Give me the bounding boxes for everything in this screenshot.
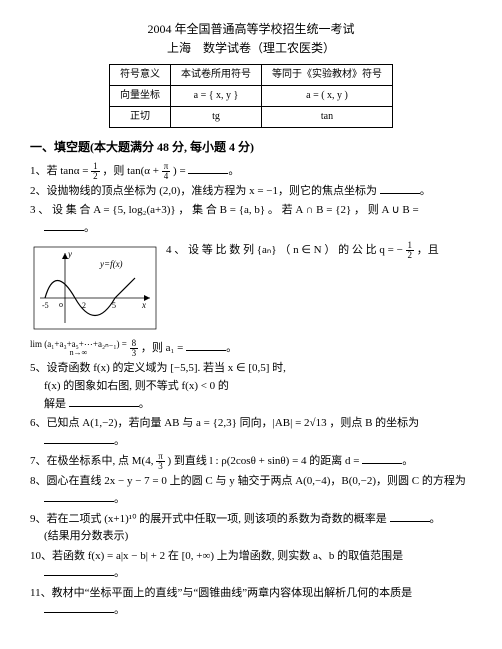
- q1-text-e: tan(α +: [127, 165, 159, 177]
- q1-blank: [188, 163, 228, 174]
- q1-text-f: ) =: [173, 165, 186, 177]
- q4-text-e: ，则 a₁ =: [141, 342, 183, 354]
- q9: 9、若在二项式 (x+1)¹⁰ 的展开式中任取一项, 则该项的系数为奇数的概率是…: [30, 511, 472, 546]
- q6-text: 6、已知点 A(1,−2)，若向量 AB 与 a = {2,3} 同向，|AB|…: [30, 417, 419, 429]
- cell-r2c2: a = { x, y }: [171, 86, 262, 107]
- q11-text: 11、教材中“坐标平面上的直线”与“圆锥曲线”两章内容体现出解析几何的本质是: [30, 587, 412, 599]
- q6: 6、已知点 A(1,−2)，若向量 AB 与 a = {2,3} 同向，|AB|…: [30, 415, 472, 450]
- q1-frac2: π4: [162, 162, 171, 181]
- cell-r3c2: tg: [171, 107, 262, 128]
- q4-frac2: 83: [130, 339, 139, 358]
- q11-blank: [44, 603, 114, 614]
- cell-r1c2: 本试卷所用符号: [171, 65, 262, 86]
- q1-text-d: ，则: [102, 165, 124, 177]
- q4: 4 、 设 等 比 数 列 {aₙ} （ n ∈ N ） 的 公 比 q = −…: [166, 241, 472, 260]
- svg-text:y=f(x): y=f(x): [99, 259, 123, 269]
- q7-frac: π3: [156, 452, 165, 471]
- q10: 10、若函数 f(x) = a|x − b| + 2 在 [0, +∞) 上为增…: [30, 548, 472, 583]
- cell-r3c3: tan: [262, 107, 393, 128]
- q7: 7、在极坐标系中, 点 M(4, π3 ) 到直线 l : ρ(2cosθ + …: [30, 452, 472, 471]
- section-1-head: 一、填空题(本大题满分 48 分, 每小题 4 分): [30, 138, 472, 157]
- function-graph: y=f(x) y x -5 2 5 o: [30, 243, 160, 333]
- q5-text-c: 解是: [44, 398, 66, 410]
- q7-text-b: ) 到直线 l : ρ(2cosθ + sinθ) = 4 的距离 d =: [168, 455, 360, 467]
- cell-r2c3: a = ( x, y ): [262, 86, 393, 107]
- svg-text:o: o: [59, 300, 63, 309]
- q8-text: 8、圆心在直线 2x − y − 7 = 0 上的圆 C 与 y 轴交于两点 A…: [30, 475, 466, 487]
- q1-frac1: 12: [91, 162, 100, 181]
- q9-blank: [390, 511, 430, 522]
- q5: 5、设奇函数 f(x) 的定义域为 [−5,5]. 若当 x ∈ [0,5] 时…: [30, 360, 472, 413]
- graph-box: y=f(x) y x -5 2 5 o: [30, 243, 160, 333]
- q7-text-a: 7、在极坐标系中, 点 M(4,: [30, 455, 153, 467]
- cell-r2c1: 向量坐标: [110, 86, 171, 107]
- svg-text:y: y: [67, 249, 72, 259]
- q3-blank: [44, 220, 84, 231]
- q5-text-b: f(x) 的图象如右图, 则不等式 f(x) < 0 的: [44, 380, 229, 392]
- q10-text: 10、若函数 f(x) = a|x − b| + 2 在 [0, +∞) 上为增…: [30, 550, 403, 562]
- q1: 1、若 tanα = 12 ，则 tan(α + π4 ) = 。: [30, 162, 472, 181]
- q9-text-a: 9、若在二项式 (x+1)¹⁰ 的展开式中任取一项, 则该项的系数为奇数的概率是: [30, 513, 387, 525]
- cell-r1c1: 符号意义: [110, 65, 171, 86]
- q4-lim-sub: n→∞: [30, 349, 127, 357]
- q3: 3 、 设 集 合 A = {5, log₂(a+3)} ， 集 合 B = {…: [30, 202, 472, 237]
- cell-r1c3: 等同于《实验教材》符号: [262, 65, 393, 86]
- q4-text-b: q = −: [379, 244, 402, 256]
- q4-text-a: 4 、 设 等 比 数 列 {aₙ} （ n ∈ N ） 的 公 比: [166, 244, 377, 256]
- q3-text: 3 、 设 集 合 A = {5, log₂(a+3)} ， 集 合 B = {…: [30, 204, 419, 216]
- header-line2: 上海 数学试卷（理工农医类）: [30, 39, 472, 58]
- q6-blank: [44, 433, 114, 444]
- q2-text: 2、设抛物线的顶点坐标为 (2,0)，准线方程为 x = −1，则它的焦点坐标为: [30, 185, 377, 197]
- q4b-line: lim (a₁+a₃+a₅+⋯+a₂ₙ₋₁) = n→∞ 83 ，则 a₁ = …: [30, 339, 472, 358]
- svg-text:2: 2: [82, 301, 86, 310]
- svg-text:x: x: [141, 300, 146, 310]
- q4-frac1: 12: [406, 241, 415, 260]
- header-line1: 2004 年全国普通高等学校招生统一考试: [30, 20, 472, 39]
- q9-text-b: (结果用分数表示): [44, 530, 128, 542]
- q2-blank: [380, 183, 420, 194]
- q7-blank: [362, 453, 402, 464]
- q11: 11、教材中“坐标平面上的直线”与“圆锥曲线”两章内容体现出解析几何的本质是 。: [30, 585, 472, 620]
- q8: 8、圆心在直线 2x − y − 7 = 0 上的圆 C 与 y 轴交于两点 A…: [30, 473, 472, 508]
- q1-text-a: 1、若: [30, 165, 58, 177]
- q5-blank: [69, 396, 139, 407]
- svg-text:-5: -5: [42, 301, 49, 310]
- cell-r3c1: 正切: [110, 107, 171, 128]
- q4-blank: [186, 340, 226, 351]
- q5-text-a: 5、设奇函数 f(x) 的定义域为 [−5,5]. 若当 x ∈ [0,5] 时…: [30, 362, 286, 374]
- symbol-table: 符号意义 本试卷所用符号 等同于《实验教材》符号 向量坐标 a = { x, y…: [109, 64, 393, 128]
- svg-text:5: 5: [112, 301, 116, 310]
- q8-blank: [44, 491, 114, 502]
- q4-text-c: ，且: [417, 244, 439, 256]
- q1-text-b: tanα =: [60, 165, 88, 177]
- q2: 2、设抛物线的顶点坐标为 (2,0)，准线方程为 x = −1，则它的焦点坐标为…: [30, 183, 472, 201]
- q10-blank: [44, 565, 114, 576]
